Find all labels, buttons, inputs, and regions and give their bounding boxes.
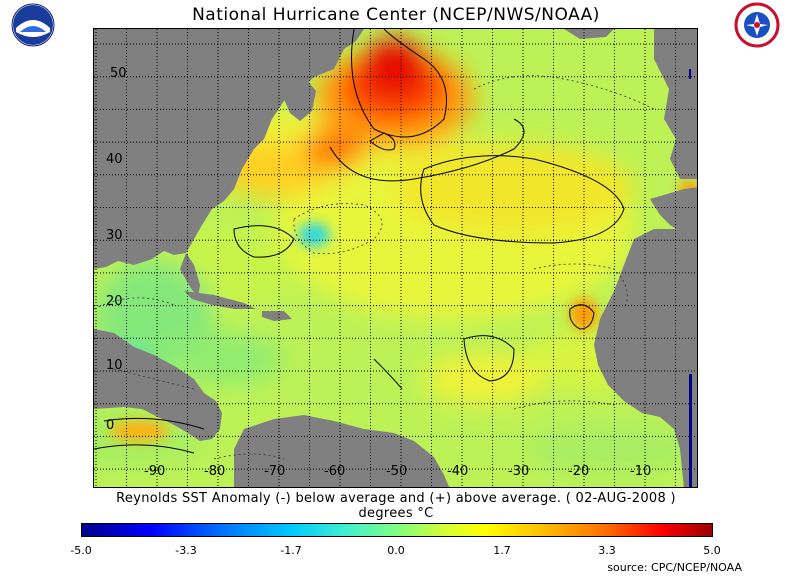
land-newfoundland xyxy=(284,79,316,121)
anomaly-contours xyxy=(94,29,625,454)
lat-label-30: 30 xyxy=(106,228,123,243)
colorbar-tick: 5.0 xyxy=(703,544,721,557)
lon-label-10: -10 xyxy=(630,464,652,479)
lon-label-80: -80 xyxy=(204,464,226,479)
land-cuba xyxy=(184,291,256,309)
lat-label-0: 0 xyxy=(106,418,115,433)
colorbar-tick: 3.3 xyxy=(598,544,616,557)
lat-label-20: 20 xyxy=(106,294,123,309)
edge-marker xyxy=(689,374,692,487)
lat-lon-grid xyxy=(94,29,697,487)
colorbar xyxy=(81,523,713,537)
lat-label-40: 40 xyxy=(106,152,123,167)
land-florida xyxy=(180,253,200,297)
source-credit: source: CPC/NCEP/NOAA xyxy=(607,561,742,574)
sst-anomaly-map: 50 40 30 20 10 0 -90 -80 -70 -60 -50 -40… xyxy=(93,28,698,488)
page-title: National Hurricane Center (NCEP/NWS/NOAA… xyxy=(192,5,600,25)
land-iberia xyxy=(650,187,697,233)
anomaly-contours-dashed xyxy=(94,75,655,460)
colorbar-tick: -5.0 xyxy=(70,544,92,557)
lon-label-90: -90 xyxy=(144,464,166,479)
lon-label-50: -50 xyxy=(386,464,408,479)
colorbar-tick: 0.0 xyxy=(387,544,405,557)
lon-label-20: -20 xyxy=(568,464,590,479)
noaa-logo xyxy=(11,3,55,47)
edge-marker-top xyxy=(689,69,691,79)
colorbar-tick: -3.3 xyxy=(175,544,197,557)
caption-anomaly-description: Reynolds SST Anomaly (-) below average a… xyxy=(116,491,676,506)
land-south-america xyxy=(234,415,450,487)
colorbar-tick: -1.7 xyxy=(280,544,302,557)
lon-label-60: -60 xyxy=(324,464,346,479)
lat-label-10: 10 xyxy=(106,358,123,373)
land-central-america xyxy=(94,329,222,441)
lon-label-40: -40 xyxy=(447,464,469,479)
colorbar-tick: 1.7 xyxy=(493,544,511,557)
lon-label-70: -70 xyxy=(264,464,286,479)
land-iceland xyxy=(564,29,614,39)
caption-units: degrees °C xyxy=(358,506,434,521)
lat-label-50: 50 xyxy=(110,66,127,81)
land-hispaniola xyxy=(262,311,292,321)
national-weather-service-logo xyxy=(734,2,780,48)
lon-label-30: -30 xyxy=(508,464,530,479)
